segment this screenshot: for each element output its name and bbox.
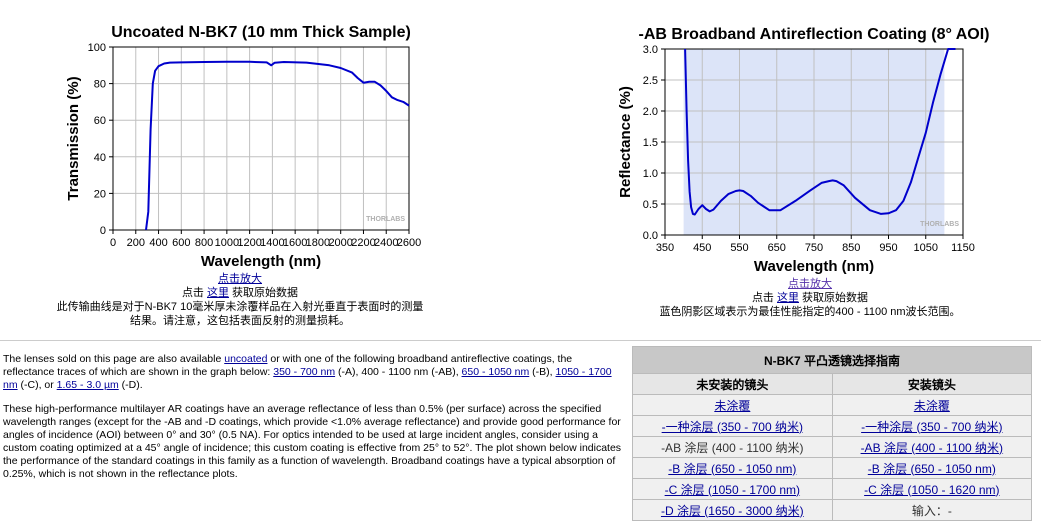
reflectance-chart[interactable]: 350 450 550 650 750 850 950 1050 1150 0.0 0.5 1.0 1.… — [0, 0, 1041, 280]
para1-text-1: The lenses sold on this page are also av… — [3, 353, 225, 365]
guide-unmounted-ab-current: -AB 涂层 (400 - 1100 纳米) — [661, 440, 804, 455]
coating-d-link[interactable]: 1.65 - 3.0 µm — [56, 379, 119, 391]
coating-c-link[interactable]: 1050 - 1700 nm — [3, 366, 612, 391]
y-tick-label: 40 — [94, 152, 106, 164]
left-rawdata-link[interactable]: 这里 — [207, 287, 229, 299]
left-caption-text-1: 此传输曲线是对于N-BK7 10毫米厚未涂覆样品在入射光垂直于表面时的测量 — [56, 301, 424, 313]
y-tick-label: 20 — [94, 188, 106, 200]
x-tick-label: 750 — [805, 242, 823, 254]
para1-text-2: or with one of the following broadband a… — [3, 353, 573, 378]
y-tick-label: 0.5 — [643, 199, 658, 211]
coating-a-link[interactable]: 350 - 700 nm — [273, 366, 336, 378]
uncoated-link[interactable]: uncoated — [224, 353, 268, 365]
guide-unmounted-a-link[interactable]: -一种涂层 (350 - 700 纳米) — [661, 419, 803, 434]
guide-mounted-d-text: 输入：- — [911, 503, 952, 518]
guide-col-mounted: 安装镜头 — [831, 373, 1033, 395]
x-tick-label: 1150 — [951, 242, 975, 254]
x-tick-label: 200 — [127, 237, 145, 249]
coating-performance-paragraph: These high-performance multilayer AR coa… — [3, 403, 622, 480]
guide-mounted-a-link[interactable]: -一种涂层 (350 - 700 纳米) — [861, 419, 1003, 434]
coating-intro-paragraph: The lenses sold on this page are also av… — [3, 353, 625, 392]
guide-mounted-ab-link[interactable]: -AB 涂层 (400 - 1100 纳米) — [860, 440, 1004, 455]
plot-area — [113, 47, 409, 230]
left-caption-text-2: 结果。请注意，这包括表面反射的测量损耗。 — [130, 315, 350, 327]
left-data-suffix: 获取原始数据 — [229, 287, 299, 299]
x-tick-label: 1000 — [215, 237, 239, 249]
coating-b-link[interactable]: 650 - 1050 nm — [461, 366, 530, 378]
para1-text-5: (-C), or — [17, 379, 57, 391]
y-tick-label: 0 — [100, 225, 106, 237]
left-data-prefix: 点击 — [181, 287, 207, 299]
right-chart-caption: 点击放大 点击 这里 获取原始数据 蓝色阴影区域表示为最佳性能指定的400 - … — [620, 277, 1000, 319]
x-tick-label: 0 — [110, 237, 116, 249]
x-tick-label: 2200 — [351, 237, 375, 249]
right-rawdata-link[interactable]: 这里 — [777, 292, 799, 304]
para1-text-4: (-B), — [529, 366, 556, 378]
x-tick-label: 1400 — [260, 237, 284, 249]
para1-text-6: (-D). — [118, 379, 143, 391]
plot-frame — [112, 46, 410, 231]
x-tick-label: 350 — [656, 242, 674, 254]
para1-text-3: (-A), 400 - 1100 nm (-AB), — [335, 366, 462, 378]
data-series-line — [684, 48, 956, 216]
chart-title: -AB Broadband Antireflection Coating (8°… — [639, 26, 990, 43]
left-enlarge-link[interactable]: 点击放大 — [218, 273, 262, 285]
data-series-line — [145, 60, 410, 231]
x-axis-label: Wavelength (nm) — [201, 253, 321, 270]
guide-col-unmounted: 未安装的镜头 — [632, 373, 833, 395]
guide-title: N-BK7 平凸透镜选择指南 — [632, 346, 1032, 374]
y-axis-label: Transmission (%) — [65, 76, 82, 200]
y-tick-label: 1.5 — [643, 137, 658, 149]
y-tick-label: 3.0 — [643, 44, 658, 56]
x-tick-label: 1600 — [283, 237, 307, 249]
guide-mounted-b-link[interactable]: -B 涂层 (650 - 1050 nm) — [867, 461, 996, 476]
y-tick-label: 2.5 — [643, 75, 658, 87]
x-tick-label: 1800 — [306, 237, 330, 249]
y-tick-label: 0.0 — [643, 230, 658, 242]
right-enlarge-link[interactable]: 点击放大 — [788, 278, 832, 290]
right-data-prefix: 点击 — [751, 292, 777, 304]
x-tick-label: 400 — [149, 237, 167, 249]
guide-unmounted-b-link[interactable]: -B 涂层 (650 - 1050 nm) — [668, 461, 797, 476]
x-tick-label: 650 — [768, 242, 786, 254]
y-tick-label: 2.0 — [643, 106, 658, 118]
x-tick-label: 1200 — [237, 237, 261, 249]
guide-mounted-c-link[interactable]: -C 涂层 (1050 - 1620 nm) — [864, 482, 1000, 497]
y-tick-label: 1.0 — [643, 168, 658, 180]
x-tick-label: 550 — [730, 242, 748, 254]
right-data-suffix: 获取原始数据 — [799, 292, 869, 304]
x-tick-label: 800 — [195, 237, 213, 249]
x-tick-label: 950 — [879, 242, 897, 254]
y-tick-label: 60 — [94, 115, 106, 127]
y-tick-label: 80 — [94, 79, 106, 91]
thorlabs-watermark: THORLABS — [920, 221, 959, 228]
selection-guide-table: N-BK7 平凸透镜选择指南 未安装的镜头 安装镜头 未涂覆 未涂覆 -一种涂层… — [632, 346, 1033, 521]
guide-unmounted-d-link[interactable]: -D 涂层 (1650 - 3000 纳米) — [660, 503, 804, 518]
chart-title: Uncoated N-BK7 (10 mm Thick Sample) — [111, 24, 411, 41]
y-tick-label: 100 — [88, 42, 106, 54]
x-tick-label: 2000 — [328, 237, 352, 249]
x-tick-label: 450 — [693, 242, 711, 254]
x-tick-label: 850 — [842, 242, 860, 254]
guide-unmounted-c-link[interactable]: -C 涂层 (1050 - 1700 nm) — [664, 482, 801, 497]
guide-unmounted-uncoated-link[interactable]: 未涂覆 — [714, 398, 751, 413]
x-tick-label: 2400 — [374, 237, 398, 249]
x-axis-label: Wavelength (nm) — [754, 258, 874, 275]
section-divider — [0, 340, 1041, 341]
thorlabs-watermark: THORLABS — [366, 216, 405, 223]
left-chart-caption: 点击放大 点击 这里 获取原始数据 此传输曲线是对于N-BK7 10毫米厚未涂覆… — [30, 272, 450, 328]
x-tick-label: 1050 — [914, 242, 938, 254]
right-caption-text: 蓝色阴影区域表示为最佳性能指定的400 - 1100 nm波长范围。 — [659, 306, 961, 318]
x-tick-label: 600 — [172, 237, 190, 249]
guide-mounted-uncoated-link[interactable]: 未涂覆 — [913, 398, 950, 413]
plot-frame — [664, 48, 964, 236]
y-axis-label: Reflectance (%) — [617, 86, 634, 198]
transmission-chart[interactable]: 0 200 400 600 800 100012001400160018002000220… — [0, 0, 430, 275]
x-tick-label: 2600 — [397, 237, 421, 249]
